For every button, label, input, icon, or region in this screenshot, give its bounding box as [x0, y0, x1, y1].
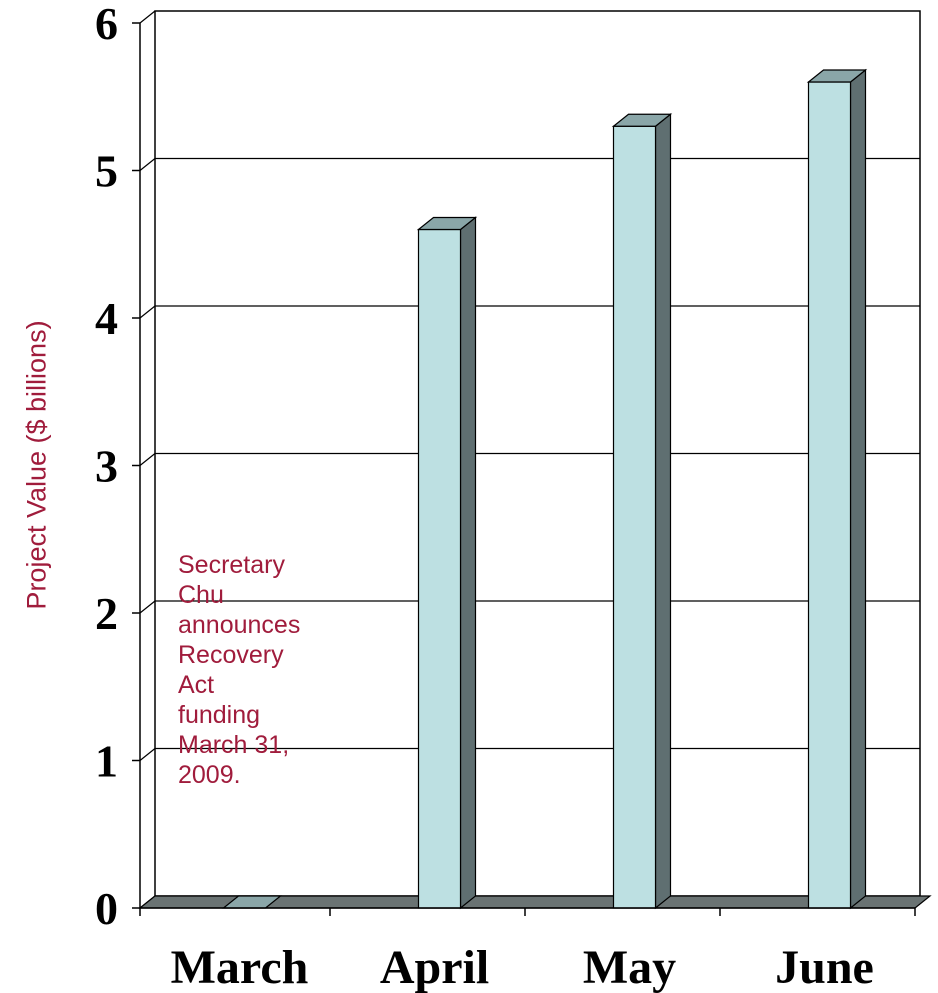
wall-gridline [139, 453, 156, 466]
bar-may [611, 113, 673, 910]
bar-side [654, 113, 672, 910]
y-axis-label: Project Value ($ billions) [12, 0, 62, 993]
wall-gridline [139, 305, 156, 319]
x-tick-label: March [171, 941, 309, 993]
y-tick-label: 5 [95, 146, 118, 197]
wall-gridline [139, 600, 156, 614]
bar-front [612, 125, 657, 909]
wall-gridline [139, 748, 156, 761]
y-tick-label: 2 [95, 588, 118, 639]
annotation-line: funding [178, 701, 261, 729]
bar-april [416, 216, 478, 910]
bars [221, 68, 868, 910]
bar-side [849, 68, 867, 910]
annotation-line: March 31, [178, 731, 290, 759]
axes [132, 22, 916, 916]
bar-front [807, 81, 852, 909]
x-tick-label: April [380, 941, 489, 993]
y-tick-label: 1 [95, 736, 118, 787]
annotation: Secretary Chu announces Recovery Act fun… [178, 550, 348, 790]
y-tick-label: 0 [95, 883, 118, 934]
y-tick-label: 3 [95, 441, 118, 492]
wall-gridline [139, 10, 156, 24]
x-tick-label: June [775, 941, 874, 993]
annotation-line: 2009. [178, 761, 241, 789]
bar-front [417, 228, 462, 909]
y-tick-labels: 0 1 2 3 4 5 6 [95, 0, 118, 934]
annotation-line: Secretary [178, 551, 285, 579]
y-tick-label: 4 [95, 293, 118, 344]
bar-top [806, 69, 868, 83]
annotation-line: Chu [178, 581, 224, 609]
bar-june [806, 68, 868, 910]
annotation-line: Act [178, 671, 215, 699]
annotation-line: Recovery [178, 641, 284, 669]
x-tick-labels: March April May June [171, 941, 874, 993]
wall-gridline [139, 158, 156, 171]
annotation-line: announces [178, 611, 301, 639]
bar-top [611, 113, 673, 127]
bar-side [459, 216, 477, 910]
y-axis-label-text: Project Value ($ billions) [21, 320, 52, 610]
x-tick-label: May [583, 941, 676, 993]
bar-top [416, 216, 478, 231]
y-tick-label: 6 [95, 0, 118, 49]
